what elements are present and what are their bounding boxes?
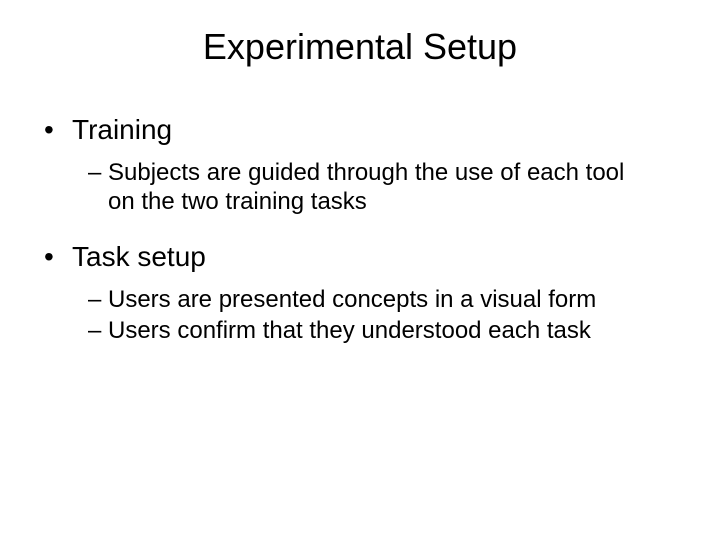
bullet-marker-l2: – xyxy=(88,158,108,187)
bullet-marker-l2: – xyxy=(88,316,108,345)
spacer xyxy=(40,219,690,241)
subbullet-task-1: – Users confirm that they understood eac… xyxy=(88,316,690,345)
subbullet-training-0: – Subjects are guided through the use of… xyxy=(88,158,690,217)
slide-title: Experimental Setup xyxy=(30,26,690,68)
bullet-marker-l2: – xyxy=(88,285,108,314)
bullet-training: • Training xyxy=(40,114,690,146)
bullet-text: Training xyxy=(72,114,172,146)
subbullet-text: Users confirm that they understood each … xyxy=(108,316,591,345)
subbullet-task-0: – Users are presented concepts in a visu… xyxy=(88,285,690,314)
bullet-task-setup: • Task setup xyxy=(40,241,690,273)
subbullet-text: Subjects are guided through the use of e… xyxy=(108,158,648,217)
subbullet-text: Users are presented concepts in a visual… xyxy=(108,285,596,314)
bullet-marker-l1: • xyxy=(40,241,72,273)
bullet-text: Task setup xyxy=(72,241,206,273)
bullet-marker-l1: • xyxy=(40,114,72,146)
slide-container: Experimental Setup • Training – Subjects… xyxy=(0,0,720,540)
slide-content: • Training – Subjects are guided through… xyxy=(30,114,690,345)
